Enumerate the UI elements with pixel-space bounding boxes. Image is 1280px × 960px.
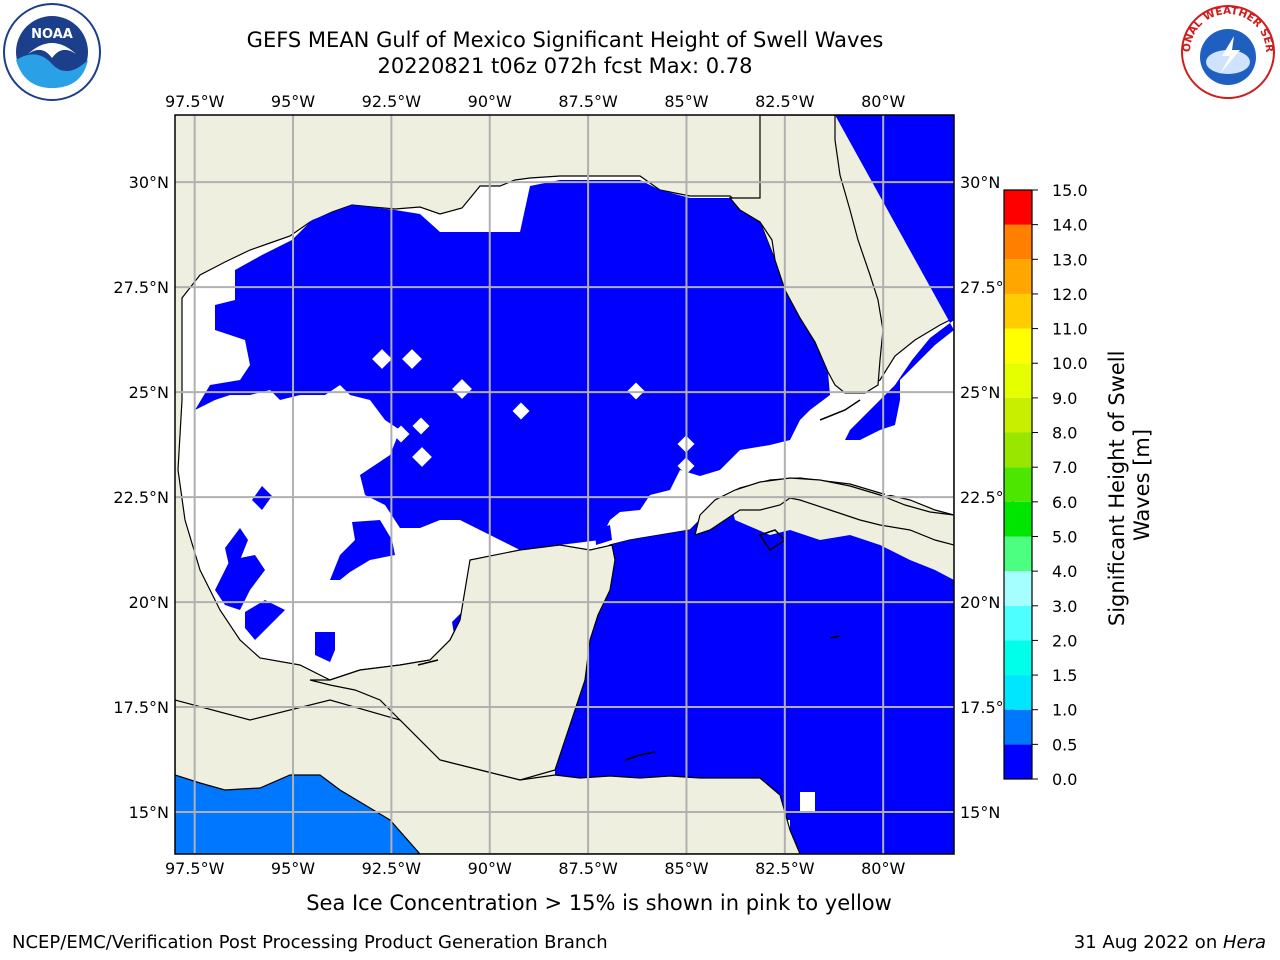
colorbar-tick-label: 8.0 [1052, 424, 1077, 443]
lat-label-right: 20°N [960, 593, 1000, 612]
lon-label-top: 97.5°W [165, 92, 225, 111]
colorbar-segment [1004, 571, 1032, 606]
colorbar-segment [1004, 363, 1032, 398]
colorbar-segment [1004, 536, 1032, 572]
colorbar-tick-label: 1.0 [1052, 701, 1077, 720]
colorbar-segment [1004, 501, 1032, 537]
lat-label-left: 15°N [129, 803, 169, 822]
lon-label-bottom: 95°W [271, 859, 315, 878]
noaa-logo: NOAA [3, 3, 101, 101]
colorbar-segment [1004, 259, 1032, 294]
colorbar-tick-label: 7.0 [1052, 458, 1077, 477]
colorbar-tick-label: 14.0 [1052, 216, 1088, 235]
credit-text: NCEP/EMC/Verification Post Processing Pr… [12, 932, 608, 953]
colorbar-segment [1004, 744, 1032, 779]
sea-ice-note: Sea Ice Concentration > 15% is shown in … [306, 891, 892, 915]
lon-label-bottom: 80°W [861, 859, 905, 878]
no-swell-pockets [292, 349, 915, 834]
lon-label-top: 92.5°W [362, 92, 422, 111]
map-panel [175, 115, 954, 854]
lon-label-bottom: 90°W [468, 859, 512, 878]
lon-label-bottom: 97.5°W [165, 859, 225, 878]
colorbar-tick-label: 0.5 [1052, 735, 1077, 754]
lat-label-left: 17.5°N [113, 698, 169, 717]
colorbar-tick-label: 3.0 [1052, 597, 1077, 616]
chart-title: GEFS MEAN Gulf of Mexico Significant Hei… [246, 28, 884, 52]
colorbar-tick-label: 15.0 [1052, 181, 1088, 200]
lat-label-right: 30°N [960, 173, 1000, 192]
lon-label-top: 85°W [664, 92, 708, 111]
noaa-logo-text: NOAA [31, 27, 73, 42]
lon-label-bottom: 82.5°W [755, 859, 815, 878]
graticule [175, 115, 954, 854]
colorbar-tick-label: 0.0 [1052, 770, 1077, 789]
swell-blue-caribbean [555, 500, 954, 854]
colorbar-tick-label: 2.0 [1052, 631, 1077, 650]
colorbar-segment [1004, 675, 1032, 710]
lon-label-bottom: 87.5°W [558, 859, 618, 878]
colorbar-segment [1004, 190, 1032, 225]
colorbar-segment [1004, 293, 1032, 329]
colorbar-segment [1004, 328, 1032, 364]
lon-label-top: 80°W [861, 92, 905, 111]
lon-label-top: 95°W [271, 92, 315, 111]
colorbar-label: Significant Height of Swell Waves [m] [1105, 344, 1154, 626]
swell-blue-atlantic [835, 115, 954, 440]
lon-label-top: 82.5°W [755, 92, 815, 111]
swell-blue-cells [215, 486, 612, 662]
lon-label-top: 87.5°W [558, 92, 618, 111]
colorbar-segment [1004, 467, 1032, 502]
lat-label-right: 25°N [960, 383, 1000, 402]
nws-logo: NATIONAL WEATHER SERVICE [1178, 2, 1275, 99]
colorbar-tick-label: 10.0 [1052, 354, 1088, 373]
central-america-land [175, 699, 801, 854]
lon-label-top: 90°W [468, 92, 512, 111]
lat-label-right: 15°N [960, 803, 1000, 822]
colorbar-segment [1004, 605, 1032, 641]
colorbar-segment [1004, 397, 1032, 433]
colorbar-tick-label: 6.0 [1052, 493, 1077, 512]
lon-label-bottom: 85°W [664, 859, 708, 878]
colorbar-segment [1004, 432, 1032, 468]
colorbar-tick-label: 1.5 [1052, 666, 1077, 685]
lat-label-left: 30°N [129, 173, 169, 192]
axis-labels: 97.5°W 97.5°W 95°W 95°W 92.5°W 92.5°W 90°W 90°W… [113, 92, 1015, 878]
lat-label-right: 27.5°N [960, 278, 1016, 297]
host-name: Hera [1222, 932, 1266, 953]
colorbar-segment [1004, 709, 1032, 745]
date-text: 31 Aug 2022 on [1073, 932, 1223, 953]
lat-label-left: 22.5°N [113, 488, 169, 507]
colorbar-tick-label: 5.0 [1052, 527, 1077, 546]
colorbar-tick-label: 12.0 [1052, 285, 1088, 304]
colorbar-tick-label: 9.0 [1052, 389, 1077, 408]
swell-blue-north [195, 180, 830, 550]
colorbar-tick-label: 13.0 [1052, 250, 1088, 269]
lat-label-left: 20°N [129, 593, 169, 612]
colorbar-tick-label: 11.0 [1052, 320, 1088, 339]
lat-label-left: 27.5°N [113, 278, 169, 297]
lat-label-left: 25°N [129, 383, 169, 402]
lon-label-bottom: 92.5°W [362, 859, 422, 878]
colorbar-segment [1004, 224, 1032, 260]
date-stamp: 31 Aug 2022 on Hera [1074, 932, 1266, 953]
colorbar-segment [1004, 640, 1032, 676]
swell-lightblue-pacific [175, 775, 420, 854]
colorbar-tick-label: 4.0 [1052, 562, 1077, 581]
lat-label-right: 17.5°N [960, 698, 1016, 717]
chart-subtitle: 20220821 t06z 072h fcst Max: 0.78 [377, 54, 753, 78]
map-frame [174, 114, 955, 855]
lat-label-right: 22.5°N [960, 488, 1016, 507]
colorbar: 0.0 0.5 1.0 1.5 2.0 3.0 4.0 5.0 6.0 7.0 8.0 9.0 10.0… [1003, 181, 1088, 789]
colorbar-frame [1003, 189, 1033, 780]
cuba-land [694, 477, 954, 546]
